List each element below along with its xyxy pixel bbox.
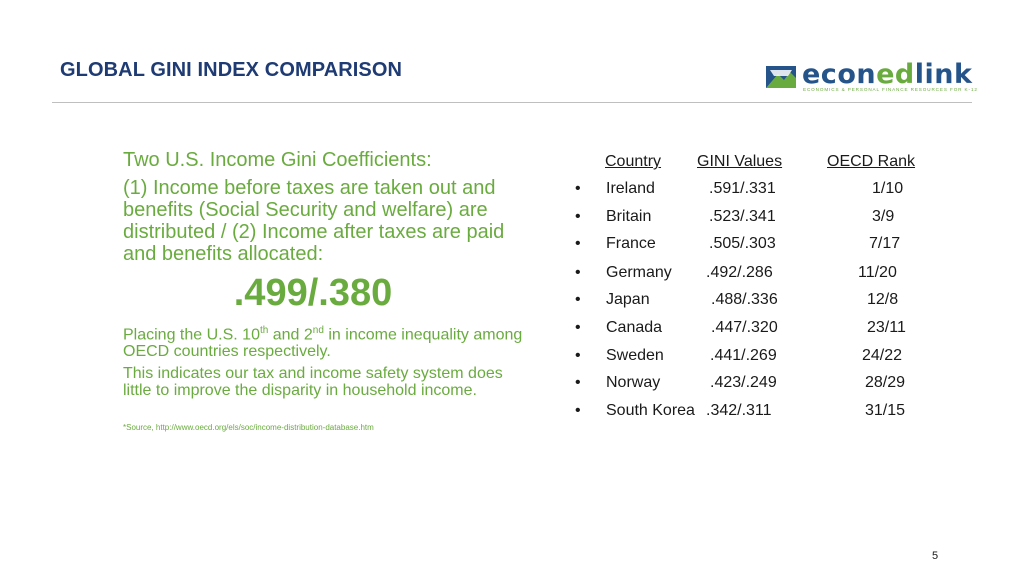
econedlink-logo-icon — [766, 66, 796, 88]
gini-values: .505/.303 — [709, 235, 776, 252]
gini-values: .523/.341 — [709, 208, 776, 225]
bullet-icon: • — [575, 347, 581, 364]
country-name: Sweden — [606, 347, 664, 364]
header-country: Country — [605, 153, 662, 170]
bullet-icon: • — [575, 291, 581, 308]
oecd-rank: 24/22 — [862, 347, 903, 364]
country-name: France — [606, 235, 656, 252]
us-gini-panel: Two U.S. Income Gini Coefficients: (1) I… — [123, 148, 523, 399]
bullet-icon: • — [575, 319, 581, 336]
bullet-icon: • — [575, 180, 581, 197]
gini-values: .447/.320 — [711, 319, 778, 336]
us-gini-heading: Two U.S. Income Gini Coefficients: — [123, 149, 432, 171]
econedlink-logo: econedlink ECONOMICS & PERSONAL FINANCE … — [766, 59, 977, 95]
page-number: 5 — [932, 550, 939, 562]
country-name: Canada — [606, 319, 663, 336]
oecd-rank: 12/8 — [867, 291, 899, 308]
oecd-rank: 23/11 — [867, 319, 906, 336]
oecd-rank: 1/10 — [872, 180, 904, 197]
logo-tagline: ECONOMICS & PERSONAL FINANCE RESOURCES F… — [803, 87, 978, 92]
us-gini-value: .499/.380 — [233, 272, 393, 314]
us-rank-note: Placing the U.S. 10th and 2nd in income … — [123, 325, 523, 361]
gini-values: .342/.311 — [706, 402, 772, 419]
oecd-rank: 7/17 — [869, 235, 901, 252]
gini-values: .423/.249 — [710, 374, 777, 391]
country-name: Japan — [606, 291, 650, 308]
country-name: Germany — [606, 264, 672, 281]
gini-values: .488/.336 — [711, 291, 778, 308]
oecd-rank: 28/29 — [865, 374, 906, 391]
source-citation: *Source, http://www.oecd.org/els/soc/inc… — [123, 423, 374, 432]
header-divider — [52, 102, 972, 103]
gini-values: .492/.286 — [706, 264, 773, 281]
oecd-rank: 31/15 — [865, 402, 906, 419]
page-title: GLOBAL GINI INDEX COMPARISON — [60, 59, 403, 81]
bullet-icon: • — [575, 235, 581, 252]
gini-values: .591/.331 — [709, 180, 776, 197]
bullet-icon: • — [575, 374, 581, 391]
header-oecd-rank: OECD Rank — [827, 153, 916, 170]
bullet-icon: • — [575, 264, 581, 281]
country-name: South Korea — [606, 402, 695, 419]
us-gini-description: (1) Income before taxes are taken out an… — [123, 177, 505, 265]
country-name: Norway — [606, 374, 661, 391]
bullet-icon: • — [575, 402, 581, 419]
country-name: Britain — [606, 208, 652, 225]
bullet-icon: • — [575, 208, 581, 225]
gini-values: .441/.269 — [710, 347, 777, 364]
oecd-rank: 3/9 — [872, 208, 895, 225]
oecd-rank: 11/20 — [858, 264, 897, 281]
header-gini-values: GINI Values — [697, 153, 783, 170]
country-name: Ireland — [606, 180, 655, 197]
tax-system-note: This indicates our tax and income safety… — [123, 365, 503, 400]
logo-wordmark: econedlink — [802, 59, 973, 90]
